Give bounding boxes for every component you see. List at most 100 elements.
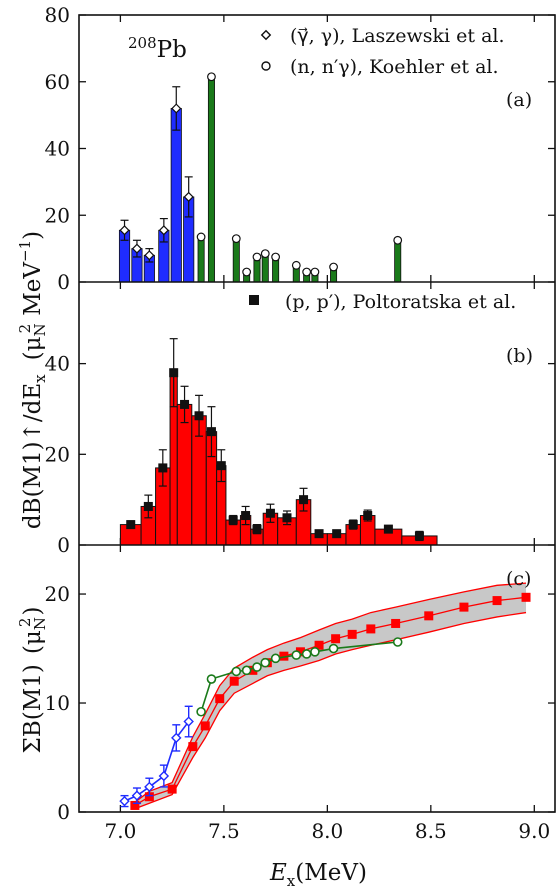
data-point-square (265, 508, 275, 518)
data-point-diamond (131, 790, 143, 801)
data-point-square (169, 368, 179, 378)
data-point-circle (231, 234, 241, 244)
bar (394, 239, 402, 283)
panel-a-label: (a) (506, 89, 532, 111)
x-tick-label: 8.5 (415, 819, 447, 843)
uncertainty-band (134, 583, 527, 809)
x-axis-label: Ex(MeV) (269, 860, 367, 890)
y-tick-label: 40 (45, 137, 70, 161)
data-point-circle (241, 665, 252, 676)
data-point-square (314, 529, 324, 539)
data-point-square (279, 651, 289, 661)
y-tick-label: 60 (45, 70, 70, 94)
bar (207, 76, 215, 283)
data-point-circle (260, 249, 270, 259)
y-tick-label: 80 (45, 3, 70, 27)
data-point-square (383, 524, 393, 534)
data-point-circle (252, 252, 262, 262)
y-tick-label: 0 (57, 270, 70, 294)
data-point-diamond (144, 781, 155, 793)
data-point-diamond (171, 103, 182, 114)
data-point-diamond (119, 225, 130, 236)
data-point-square (391, 618, 401, 628)
data-point-square (228, 515, 238, 525)
data-point-diamond (144, 250, 155, 261)
panel-c: 0 10 20 (45, 545, 555, 824)
plot-frame (78, 14, 556, 813)
data-point-square (194, 411, 204, 421)
legend-label-poltoratska: (p, p′), Poltoratska et al. (285, 291, 516, 313)
data-point-square (492, 596, 502, 606)
data-point-square (215, 694, 225, 704)
data-point-square (282, 513, 292, 523)
data-point-circle (310, 646, 320, 657)
data-point-square (143, 501, 153, 511)
data-point-square (295, 647, 305, 657)
data-point-diamond (171, 732, 182, 744)
x-tick-label: 8.0 (311, 819, 343, 843)
data-point-circle (231, 666, 242, 677)
y-tick-label: 10 (45, 691, 70, 715)
data-point-square (206, 427, 216, 437)
x-axis-ticks: 7.0 7.5 8.0 8.5 9.0 (104, 819, 550, 843)
y-tick-label: 20 (45, 582, 70, 606)
data-point-square (130, 800, 140, 810)
data-point-circle (291, 260, 301, 270)
legend-diamond-icon (260, 29, 272, 41)
y-tick-label: 0 (57, 533, 70, 557)
data-point-square (200, 721, 210, 731)
data-point-circle (252, 662, 262, 672)
data-point-square (158, 463, 168, 473)
legend-label-koehler: (n, n′γ), Koehler et al. (290, 56, 499, 78)
legend-b: (p, p′), Poltoratska et al. (249, 291, 516, 313)
data-point-square (299, 495, 309, 505)
data-point-square (126, 520, 136, 530)
data-point-square (414, 531, 424, 541)
data-point-square (188, 742, 198, 752)
x-tick-label: 9.0 (518, 819, 550, 843)
panel-b-label: (b) (506, 345, 533, 367)
data-point-square (363, 511, 373, 521)
data-point-circle (392, 637, 403, 647)
data-point-square (331, 634, 341, 644)
data-point-square (144, 792, 154, 802)
data-point-square (459, 602, 469, 612)
legend-a: (γ⃗, γ), Laszewski et al. (n, n′γ), Koeh… (260, 25, 505, 78)
band-upper-line (134, 582, 527, 803)
data-point-circle (328, 643, 339, 654)
data-point-diamond (119, 795, 130, 807)
data-point-circle (271, 252, 281, 262)
y-axis-label-ab: dB(M1)↑/dEx(μN2MeV−1) (16, 231, 49, 529)
panel-c-label: (c) (506, 568, 531, 590)
data-point-circle (270, 653, 281, 664)
data-point-diamond (183, 716, 194, 727)
data-point-circle (302, 267, 312, 277)
y-tick-label: 40 (45, 352, 70, 376)
data-point-square (314, 640, 324, 650)
panel-a: 0 20 40 60 80 (45, 3, 555, 294)
data-point-diamond (183, 191, 194, 202)
legend-square-icon (249, 295, 259, 305)
data-point-square (366, 624, 376, 634)
bar (232, 238, 240, 283)
bar (197, 236, 205, 283)
data-point-circle (329, 262, 338, 272)
nucleus-element: Pb (157, 37, 187, 63)
data-point-diamond (158, 770, 170, 782)
data-point-circle (242, 267, 252, 277)
data-point-circle (291, 650, 302, 660)
data-point-circle (260, 657, 271, 668)
data-point-square (248, 665, 258, 675)
bar (176, 403, 193, 546)
data-point-square (216, 461, 226, 471)
data-point-circle (393, 235, 403, 245)
data-point-square (521, 592, 531, 602)
y-tick-label: 20 (45, 442, 70, 466)
data-point-diamond (158, 225, 169, 236)
data-point-square (229, 676, 239, 686)
y-tick-label: 0 (57, 800, 70, 824)
data-point-square (424, 611, 434, 621)
data-point-square (252, 524, 262, 534)
data-point-circle (310, 267, 320, 277)
